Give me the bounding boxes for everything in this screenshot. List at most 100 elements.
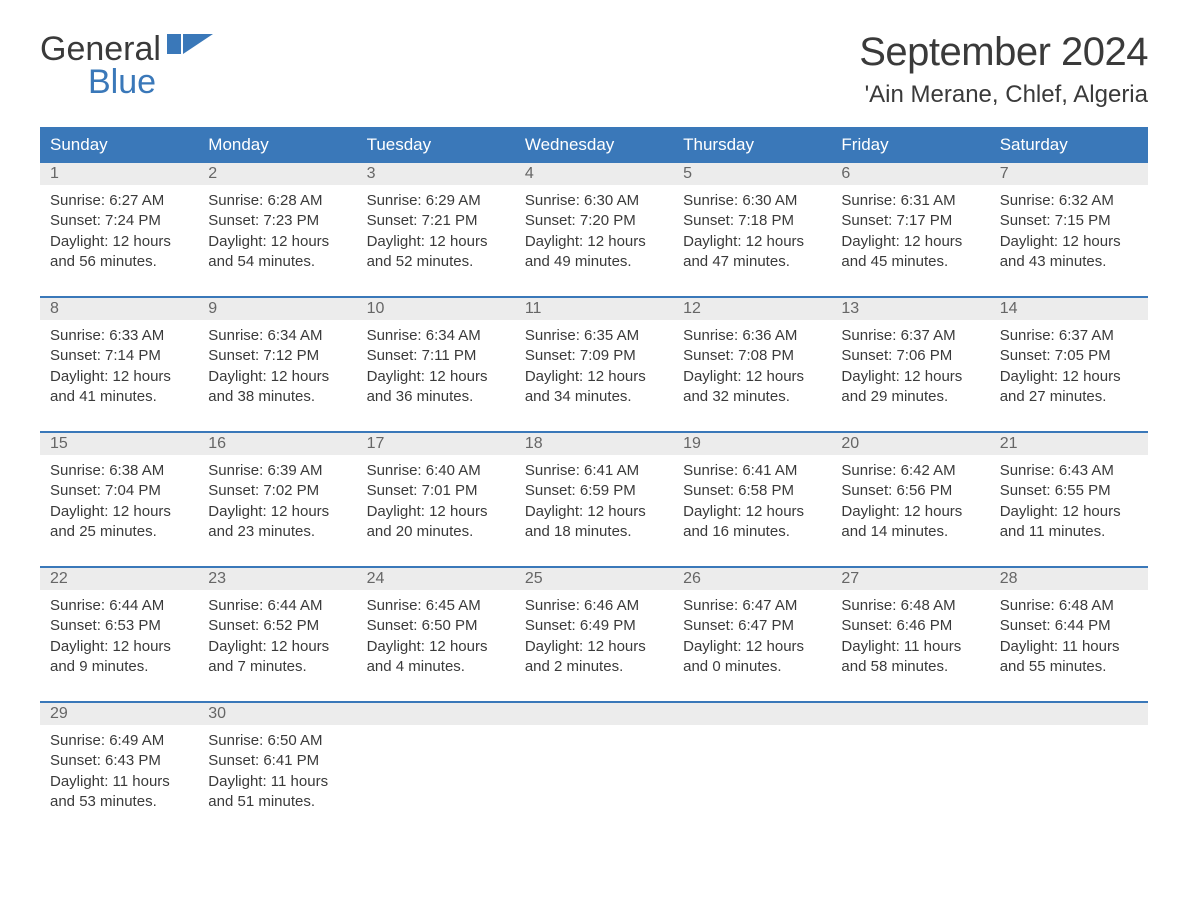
sunrise-line: Sunrise: 6:31 AM <box>841 191 979 211</box>
weekday-saturday: Saturday <box>990 127 1148 163</box>
day-number: 11 <box>515 298 673 320</box>
sunrise-line: Sunrise: 6:32 AM <box>1000 191 1138 211</box>
daylight-line: Daylight: 12 hours and 52 minutes. <box>367 232 505 273</box>
sunrise-line: Sunrise: 6:34 AM <box>208 326 346 346</box>
day-details: Sunrise: 6:31 AMSunset: 7:17 PMDaylight:… <box>831 185 989 278</box>
day-details: Sunrise: 6:34 AMSunset: 7:12 PMDaylight:… <box>198 320 356 413</box>
day-details: Sunrise: 6:47 AMSunset: 6:47 PMDaylight:… <box>673 590 831 683</box>
daylight-line: Daylight: 12 hours and 47 minutes. <box>683 232 821 273</box>
day-number: 26 <box>673 568 831 590</box>
sunset-line: Sunset: 7:01 PM <box>367 481 505 501</box>
day-cell: 6Sunrise: 6:31 AMSunset: 7:17 PMDaylight… <box>831 163 989 278</box>
day-number: 5 <box>673 163 831 185</box>
day-number: 18 <box>515 433 673 455</box>
sunrise-line: Sunrise: 6:28 AM <box>208 191 346 211</box>
weekday-thursday: Thursday <box>673 127 831 163</box>
day-number: 17 <box>357 433 515 455</box>
sunset-line: Sunset: 7:23 PM <box>208 211 346 231</box>
daylight-line: Daylight: 12 hours and 23 minutes. <box>208 502 346 543</box>
header: General Blue September 2024 'Ain Merane,… <box>40 30 1148 109</box>
day-cell: 14Sunrise: 6:37 AMSunset: 7:05 PMDayligh… <box>990 298 1148 413</box>
sunset-line: Sunset: 6:59 PM <box>525 481 663 501</box>
day-details: Sunrise: 6:41 AMSunset: 6:58 PMDaylight:… <box>673 455 831 548</box>
sunrise-line: Sunrise: 6:42 AM <box>841 461 979 481</box>
brand-logo: General Blue <box>40 30 213 102</box>
sunset-line: Sunset: 6:47 PM <box>683 616 821 636</box>
sunrise-line: Sunrise: 6:48 AM <box>1000 596 1138 616</box>
day-cell: 3Sunrise: 6:29 AMSunset: 7:21 PMDaylight… <box>357 163 515 278</box>
day-cell: 13Sunrise: 6:37 AMSunset: 7:06 PMDayligh… <box>831 298 989 413</box>
day-details: Sunrise: 6:34 AMSunset: 7:11 PMDaylight:… <box>357 320 515 413</box>
sunset-line: Sunset: 6:43 PM <box>50 751 188 771</box>
sunset-line: Sunset: 7:21 PM <box>367 211 505 231</box>
day-cell: 25Sunrise: 6:46 AMSunset: 6:49 PMDayligh… <box>515 568 673 683</box>
day-details: Sunrise: 6:49 AMSunset: 6:43 PMDaylight:… <box>40 725 198 818</box>
daylight-line: Daylight: 12 hours and 41 minutes. <box>50 367 188 408</box>
day-cell: 12Sunrise: 6:36 AMSunset: 7:08 PMDayligh… <box>673 298 831 413</box>
day-number <box>357 703 515 725</box>
day-details: Sunrise: 6:38 AMSunset: 7:04 PMDaylight:… <box>40 455 198 548</box>
day-details: Sunrise: 6:29 AMSunset: 7:21 PMDaylight:… <box>357 185 515 278</box>
title-block: September 2024 'Ain Merane, Chlef, Alger… <box>859 30 1148 109</box>
sunset-line: Sunset: 7:11 PM <box>367 346 505 366</box>
sunrise-line: Sunrise: 6:35 AM <box>525 326 663 346</box>
sunrise-line: Sunrise: 6:37 AM <box>841 326 979 346</box>
day-number: 8 <box>40 298 198 320</box>
week-row: 22Sunrise: 6:44 AMSunset: 6:53 PMDayligh… <box>40 566 1148 683</box>
daylight-line: Daylight: 12 hours and 54 minutes. <box>208 232 346 273</box>
sunrise-line: Sunrise: 6:43 AM <box>1000 461 1138 481</box>
day-details: Sunrise: 6:30 AMSunset: 7:18 PMDaylight:… <box>673 185 831 278</box>
sunset-line: Sunset: 7:08 PM <box>683 346 821 366</box>
daylight-line: Daylight: 12 hours and 25 minutes. <box>50 502 188 543</box>
day-cell <box>673 703 831 818</box>
sunset-line: Sunset: 7:24 PM <box>50 211 188 231</box>
daylight-line: Daylight: 12 hours and 7 minutes. <box>208 637 346 678</box>
daylight-line: Daylight: 12 hours and 38 minutes. <box>208 367 346 408</box>
day-number: 27 <box>831 568 989 590</box>
sunset-line: Sunset: 6:53 PM <box>50 616 188 636</box>
daylight-line: Daylight: 12 hours and 43 minutes. <box>1000 232 1138 273</box>
sunset-line: Sunset: 7:18 PM <box>683 211 821 231</box>
daylight-line: Daylight: 11 hours and 51 minutes. <box>208 772 346 813</box>
day-details: Sunrise: 6:32 AMSunset: 7:15 PMDaylight:… <box>990 185 1148 278</box>
daylight-line: Daylight: 12 hours and 14 minutes. <box>841 502 979 543</box>
day-details: Sunrise: 6:44 AMSunset: 6:52 PMDaylight:… <box>198 590 356 683</box>
day-cell: 9Sunrise: 6:34 AMSunset: 7:12 PMDaylight… <box>198 298 356 413</box>
daylight-line: Daylight: 12 hours and 16 minutes. <box>683 502 821 543</box>
day-number: 28 <box>990 568 1148 590</box>
day-details: Sunrise: 6:44 AMSunset: 6:53 PMDaylight:… <box>40 590 198 683</box>
day-cell: 5Sunrise: 6:30 AMSunset: 7:18 PMDaylight… <box>673 163 831 278</box>
weekday-sunday: Sunday <box>40 127 198 163</box>
sunset-line: Sunset: 6:55 PM <box>1000 481 1138 501</box>
day-number: 12 <box>673 298 831 320</box>
weekday-wednesday: Wednesday <box>515 127 673 163</box>
day-details: Sunrise: 6:37 AMSunset: 7:06 PMDaylight:… <box>831 320 989 413</box>
sunrise-line: Sunrise: 6:29 AM <box>367 191 505 211</box>
sunrise-line: Sunrise: 6:37 AM <box>1000 326 1138 346</box>
sunset-line: Sunset: 7:12 PM <box>208 346 346 366</box>
day-number: 16 <box>198 433 356 455</box>
sunrise-line: Sunrise: 6:44 AM <box>208 596 346 616</box>
day-details: Sunrise: 6:35 AMSunset: 7:09 PMDaylight:… <box>515 320 673 413</box>
day-number: 13 <box>831 298 989 320</box>
day-cell: 27Sunrise: 6:48 AMSunset: 6:46 PMDayligh… <box>831 568 989 683</box>
sunset-line: Sunset: 7:04 PM <box>50 481 188 501</box>
daylight-line: Daylight: 12 hours and 36 minutes. <box>367 367 505 408</box>
day-cell: 2Sunrise: 6:28 AMSunset: 7:23 PMDaylight… <box>198 163 356 278</box>
day-number <box>831 703 989 725</box>
day-cell: 21Sunrise: 6:43 AMSunset: 6:55 PMDayligh… <box>990 433 1148 548</box>
day-number: 4 <box>515 163 673 185</box>
daylight-line: Daylight: 11 hours and 58 minutes. <box>841 637 979 678</box>
day-cell: 26Sunrise: 6:47 AMSunset: 6:47 PMDayligh… <box>673 568 831 683</box>
day-details: Sunrise: 6:36 AMSunset: 7:08 PMDaylight:… <box>673 320 831 413</box>
daylight-line: Daylight: 12 hours and 11 minutes. <box>1000 502 1138 543</box>
sunset-line: Sunset: 6:41 PM <box>208 751 346 771</box>
day-number <box>673 703 831 725</box>
daylight-line: Daylight: 12 hours and 32 minutes. <box>683 367 821 408</box>
brand-word-2: Blue <box>88 63 213 102</box>
day-cell: 15Sunrise: 6:38 AMSunset: 7:04 PMDayligh… <box>40 433 198 548</box>
sunrise-line: Sunrise: 6:39 AM <box>208 461 346 481</box>
daylight-line: Daylight: 12 hours and 18 minutes. <box>525 502 663 543</box>
day-cell <box>357 703 515 818</box>
sunrise-line: Sunrise: 6:30 AM <box>683 191 821 211</box>
